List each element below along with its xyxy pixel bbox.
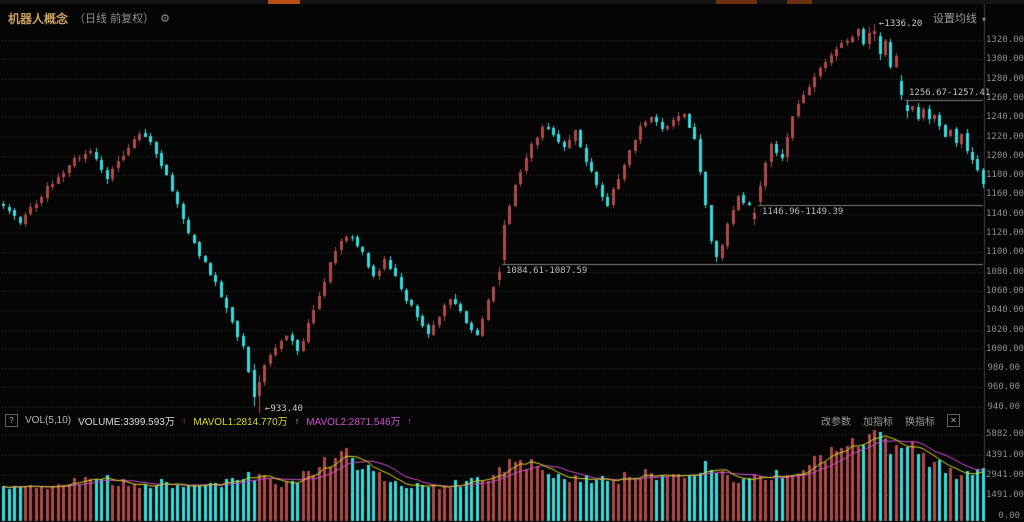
ma-settings-dropdown[interactable]: 设置均线 ▾ <box>933 10 986 26</box>
chart-header: 机器人概念 （日线 前复权） ⚙ <box>8 10 170 26</box>
price-axis-label: 1140.00 <box>986 208 1024 219</box>
volume-axis-label: 1491.00 <box>986 489 1024 500</box>
price-axis-label: 1200.00 <box>986 150 1024 161</box>
price-axis-label: 1280.00 <box>986 73 1024 84</box>
top-tabs-strip <box>0 0 1024 4</box>
price-axis-label: 1080.00 <box>986 266 1024 277</box>
change-params-button[interactable]: 改参数 <box>821 417 851 428</box>
price-axis-label: 960.00 <box>987 382 1020 393</box>
price-axis-label: 1300.00 <box>986 54 1024 65</box>
ma-settings-label: 设置均线 <box>932 13 977 25</box>
price-axis-label: 1320.00 <box>986 35 1024 45</box>
price-axis-label: 1160.00 <box>986 189 1024 200</box>
close-icon[interactable]: ✕ <box>947 414 960 427</box>
tab-highlight <box>787 0 812 4</box>
mavol1-value: MAVOL1:2814.770万 <box>193 417 288 428</box>
price-axis-label: 1180.00 <box>986 170 1024 181</box>
volume-axis-label: 0.00 <box>998 510 1020 521</box>
up-arrow-icon: ↑ <box>181 415 187 426</box>
gap-annotation: 1256.67-1257.41 <box>909 88 991 99</box>
add-indicator-button[interactable]: 加指标 <box>863 417 893 428</box>
stock-title: 机器人概念 <box>8 11 69 26</box>
switch-indicator-button[interactable]: 换指标 <box>905 417 935 428</box>
chevron-down-icon: ▾ <box>981 15 986 24</box>
low-price-annotation: ←933.40 <box>265 404 303 415</box>
price-axis-label: 1100.00 <box>986 247 1024 258</box>
help-icon[interactable]: ? <box>5 414 18 427</box>
price-axis-label: 1000.00 <box>986 343 1024 354</box>
volume-axis-label: 5882.00 <box>986 429 1024 439</box>
up-arrow-icon: ↑ <box>407 415 413 426</box>
volume-value: VOLUME:3399.593万 <box>78 417 175 428</box>
indicator-toolbar: 改参数 加指标 换指标 ✕ <box>821 413 960 428</box>
volume-indicator-legend: ? VOL(5,10) VOLUME:3399.593万 ↑ MAVOL1:28… <box>5 413 412 428</box>
high-price-annotation: ←1336.20 <box>879 19 923 30</box>
up-arrow-icon: ↑ <box>294 415 300 426</box>
price-axis-label: 940.00 <box>987 401 1020 412</box>
active-tab-highlight <box>268 0 300 4</box>
gap-annotation: 1146.96-1149.39 <box>762 206 844 217</box>
gap-annotation: 1084.61-1087.59 <box>506 266 588 277</box>
price-axis-label: 1040.00 <box>986 305 1024 316</box>
price-axis-label: 1120.00 <box>986 228 1024 238</box>
volume-axis-label: 4391.00 <box>986 449 1024 460</box>
price-axis-label: 1060.00 <box>986 285 1024 296</box>
price-axis-label: 980.00 <box>987 363 1020 374</box>
tab-highlight <box>716 0 757 4</box>
chart-mode-label: （日线 前复权） <box>74 13 155 25</box>
indicator-name: VOL(5,10) <box>25 415 72 426</box>
mavol2-value: MAVOL2:2871.546万 <box>306 417 401 428</box>
price-axis-label: 1260.00 <box>986 92 1024 103</box>
gear-icon[interactable]: ⚙ <box>160 12 170 25</box>
volume-axis-label: 2941.00 <box>986 469 1024 480</box>
price-axis-label: 1020.00 <box>986 324 1024 335</box>
price-axis-label: 1220.00 <box>986 131 1024 142</box>
price-axis-label: 1240.00 <box>986 112 1024 123</box>
